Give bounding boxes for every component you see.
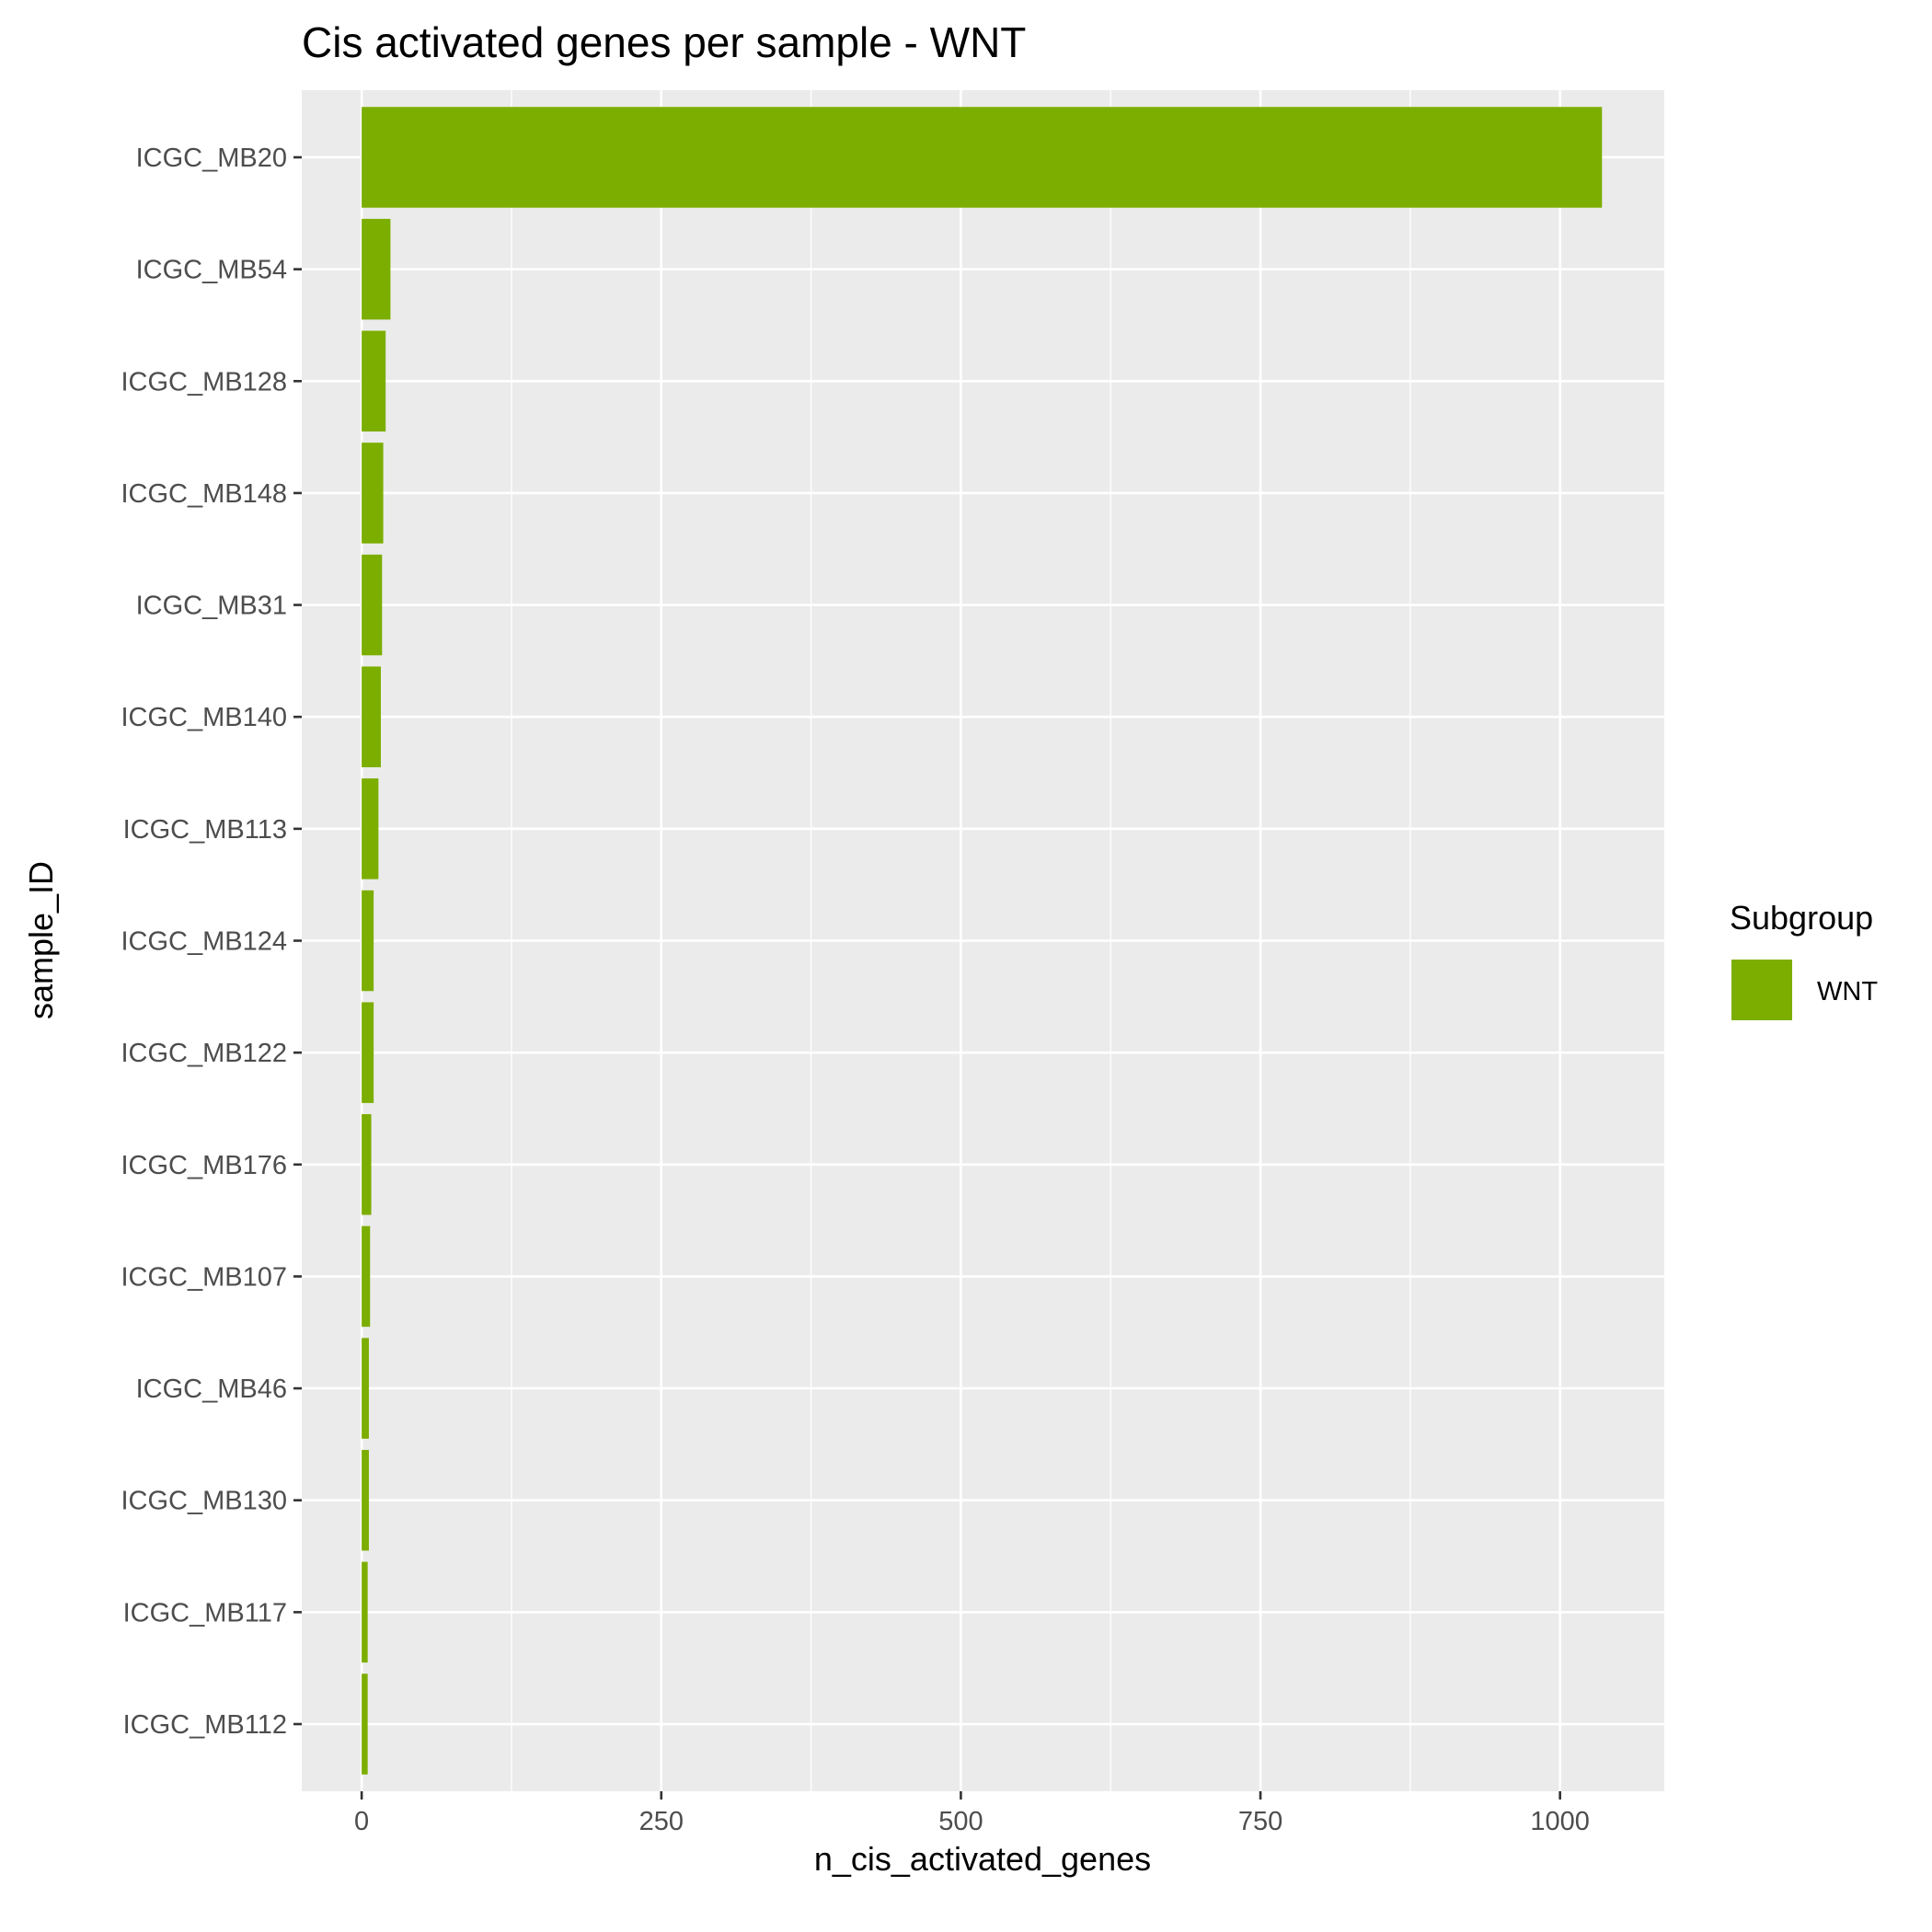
bar bbox=[362, 218, 391, 320]
x-tick-label: 0 bbox=[354, 1807, 369, 1836]
bar bbox=[362, 1673, 368, 1775]
y-tick-label: ICGC_MB113 bbox=[123, 815, 287, 845]
bar bbox=[362, 554, 383, 656]
bar bbox=[362, 1002, 374, 1103]
y-tick-label: ICGC_MB124 bbox=[121, 927, 287, 957]
x-axis: 0 250 500 750 1000 bbox=[354, 1791, 1590, 1836]
legend-title: Subgroup bbox=[1730, 899, 1873, 937]
x-tick-label: 1000 bbox=[1530, 1807, 1590, 1836]
bar bbox=[362, 890, 374, 992]
y-tick-label: ICGC_MB128 bbox=[121, 367, 287, 397]
y-tick-label: ICGC_MB176 bbox=[121, 1151, 287, 1180]
y-tick-label: ICGC_MB112 bbox=[123, 1710, 287, 1740]
legend-key-wnt bbox=[1731, 960, 1792, 1020]
bar bbox=[362, 1225, 371, 1328]
x-tick-label: 500 bbox=[938, 1807, 983, 1836]
bar bbox=[362, 778, 379, 880]
x-tick-label: 250 bbox=[639, 1807, 684, 1836]
y-tick-label: ICGC_MB130 bbox=[121, 1487, 287, 1516]
y-tick-label: ICGC_MB20 bbox=[136, 144, 287, 173]
bar bbox=[362, 1338, 369, 1439]
y-tick-label: ICGC_MB107 bbox=[121, 1262, 287, 1292]
bar bbox=[362, 666, 381, 767]
y-tick-label: ICGC_MB117 bbox=[123, 1598, 287, 1627]
y-tick-label: ICGC_MB122 bbox=[121, 1039, 287, 1068]
legend-label-wnt: WNT bbox=[1817, 977, 1878, 1006]
bar bbox=[362, 443, 384, 544]
legend: Subgroup WNT bbox=[1730, 899, 1878, 1020]
bar bbox=[362, 1561, 368, 1663]
y-axis: ICGC_MB20 ICGC_MB54 ICGC_MB128 ICGC_MB148 IC… bbox=[121, 144, 302, 1740]
y-tick-label: ICGC_MB46 bbox=[136, 1374, 287, 1404]
x-tick-label: 750 bbox=[1238, 1807, 1282, 1836]
y-tick-label: ICGC_MB148 bbox=[121, 479, 287, 509]
bar bbox=[362, 107, 1603, 208]
x-axis-title: n_cis_activated_genes bbox=[814, 1840, 1151, 1878]
bar bbox=[362, 1449, 369, 1551]
y-tick-label: ICGC_MB54 bbox=[136, 256, 287, 285]
bar bbox=[362, 1114, 372, 1215]
chart-title: Cis activated genes per sample - WNT bbox=[302, 18, 1026, 66]
y-tick-label: ICGC_MB31 bbox=[136, 592, 287, 621]
bar bbox=[362, 330, 386, 432]
bars bbox=[362, 107, 1603, 1775]
y-tick-label: ICGC_MB140 bbox=[121, 703, 287, 732]
y-axis-title: sample_ID bbox=[22, 861, 60, 1019]
